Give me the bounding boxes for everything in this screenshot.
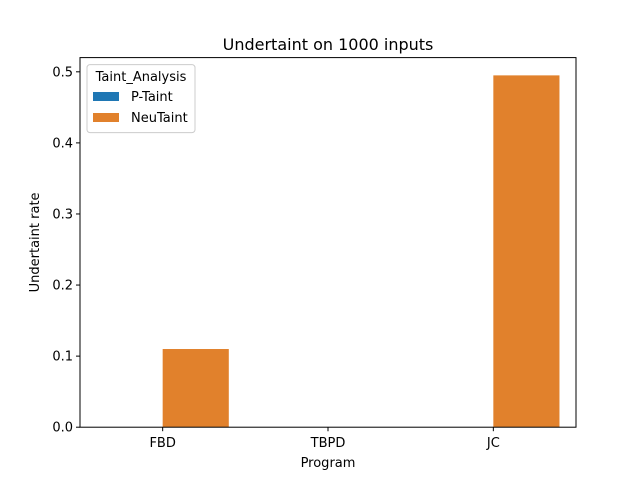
x-tick-label: JC <box>486 436 500 451</box>
x-tick-label: FBD <box>149 436 175 451</box>
y-tick-label: 0.0 <box>52 421 73 436</box>
bar-neutaint-fbd <box>162 349 229 428</box>
y-tick-label: 0.1 <box>52 350 73 365</box>
chart-title: Undertaint on 1000 inputs <box>223 35 434 54</box>
legend: Taint_Analysis P-Taint NeuTaint <box>86 64 196 134</box>
y-axis: 0.0 0.1 0.2 0.3 0.4 0.5 <box>52 65 80 436</box>
legend-label-p-taint: P-Taint <box>131 90 173 105</box>
legend-swatch-neutaint <box>93 113 119 122</box>
x-axis: FBD TBPD JC <box>149 427 500 451</box>
legend-title: Taint_Analysis <box>95 70 187 85</box>
bar-neutaint-jc <box>493 75 560 428</box>
y-axis-label: Undertaint rate <box>28 192 43 292</box>
y-tick-label: 0.3 <box>52 207 73 222</box>
x-axis-label: Program <box>301 456 356 471</box>
legend-swatch-p-taint <box>93 92 119 101</box>
x-tick-label: TBPD <box>310 436 346 451</box>
y-tick-label: 0.2 <box>52 279 73 294</box>
y-tick-label: 0.4 <box>52 136 73 151</box>
legend-label-neutaint: NeuTaint <box>131 111 188 126</box>
y-tick-label: 0.5 <box>52 65 73 80</box>
bars <box>162 75 560 428</box>
